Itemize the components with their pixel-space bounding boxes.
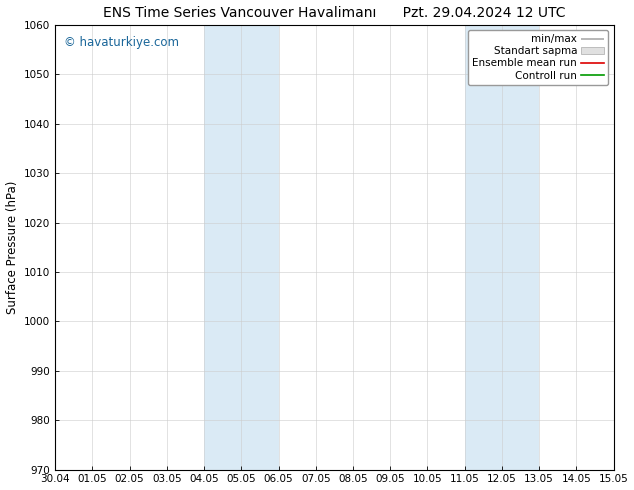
Y-axis label: Surface Pressure (hPa): Surface Pressure (hPa) <box>6 180 18 314</box>
Title: ENS Time Series Vancouver Havalimanı      Pzt. 29.04.2024 12 UTC: ENS Time Series Vancouver Havalimanı Pzt… <box>103 5 566 20</box>
Legend: min/max, Standart sapma, Ensemble mean run, Controll run: min/max, Standart sapma, Ensemble mean r… <box>468 30 609 85</box>
Bar <box>465 25 539 469</box>
Bar <box>204 25 278 469</box>
Text: © havaturkiye.com: © havaturkiye.com <box>63 36 179 49</box>
